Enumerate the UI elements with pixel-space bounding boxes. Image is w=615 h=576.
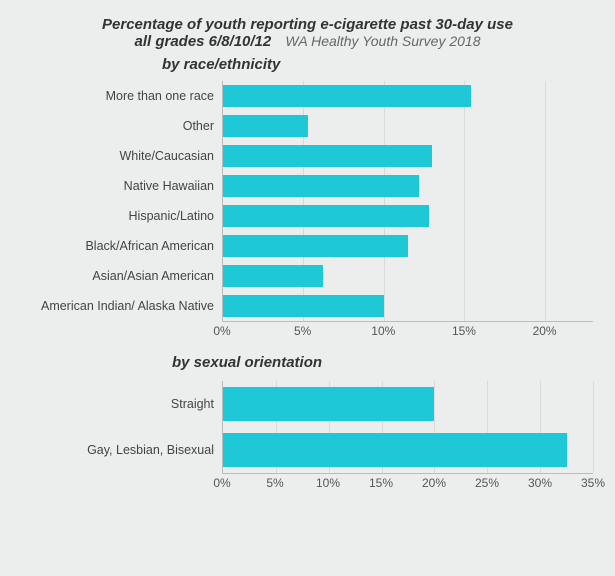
bar — [223, 175, 419, 197]
page: Percentage of youth reporting e-cigarett… — [0, 0, 615, 502]
bar-slot — [223, 261, 593, 291]
x-tick-label: 20% — [533, 324, 557, 338]
bar-slot — [223, 81, 593, 111]
category-label: Straight — [22, 381, 222, 427]
x-tick-label: 15% — [369, 476, 393, 490]
chart2-xticks: 0%5%10%15%20%25%30%35% — [222, 474, 593, 492]
chart2-plot: 0%5%10%15%20%25%30%35% — [222, 381, 593, 492]
chart1-plot: 0%5%10%15%20% — [222, 81, 593, 340]
chart2-bars — [223, 381, 593, 473]
gridline — [593, 381, 594, 473]
x-tick-label: 15% — [452, 324, 476, 338]
chart1-body: More than one raceOtherWhite/CaucasianNa… — [22, 81, 593, 340]
bar — [223, 205, 429, 227]
bar-slot — [223, 111, 593, 141]
category-label: More than one race — [22, 81, 222, 111]
bar-slot — [223, 381, 593, 427]
x-tick-label: 30% — [528, 476, 552, 490]
x-tick-label: 0% — [213, 476, 230, 490]
bar — [223, 295, 384, 317]
bar — [223, 145, 432, 167]
category-label: Other — [22, 111, 222, 141]
category-label: Gay, Lesbian, Bisexual — [22, 427, 222, 473]
x-tick-label: 20% — [422, 476, 446, 490]
chart2-body: StraightGay, Lesbian, Bisexual 0% 5% 10% 15… — [22, 381, 593, 492]
bar-slot — [223, 201, 593, 231]
chart2-title: by sexual orientation — [172, 354, 593, 371]
bar — [223, 85, 471, 107]
chart1-title: by race/ethnicity — [162, 56, 593, 73]
title-subtitle: WA Healthy Youth Survey 2018 — [285, 33, 480, 49]
x-tick-label: 10% — [316, 476, 340, 490]
category-label: American Indian/ Alaska Native — [22, 291, 222, 321]
bar-slot — [223, 171, 593, 201]
title-line2-wrap: all grades 6/8/10/12 WA Healthy Youth Su… — [22, 33, 593, 50]
bar-slot — [223, 231, 593, 261]
chart-sexual-orientation: by sexual orientation StraightGay, Lesbi… — [22, 354, 593, 492]
x-tick-label: 10% — [371, 324, 395, 338]
chart-race-ethnicity: by race/ethnicity More than one raceOthe… — [22, 56, 593, 340]
chart1-xticks: 0%5%10%15%20% — [222, 322, 593, 340]
chart-title-block: Percentage of youth reporting e-cigarett… — [22, 16, 593, 50]
x-tick-label: 35% — [581, 476, 605, 490]
category-label: Asian/Asian American — [22, 261, 222, 291]
category-label: White/Caucasian — [22, 141, 222, 171]
category-label: Native Hawaiian — [22, 171, 222, 201]
x-tick-label: 0% — [213, 324, 230, 338]
bar-slot — [223, 291, 593, 321]
category-label: Hispanic/Latino — [22, 201, 222, 231]
title-line2: all grades 6/8/10/12 — [134, 33, 271, 50]
bar — [223, 115, 308, 137]
x-tick-label: 25% — [475, 476, 499, 490]
chart2-category-labels: StraightGay, Lesbian, Bisexual — [22, 381, 222, 492]
bar-slot — [223, 141, 593, 171]
bar — [223, 433, 567, 467]
bar — [223, 265, 323, 287]
chart1-bars — [223, 81, 593, 321]
bar — [223, 235, 408, 257]
chart2-plot-area — [222, 381, 593, 474]
chart1-plot-area — [222, 81, 593, 322]
x-tick-label: 5% — [294, 324, 311, 338]
category-label: Black/African American — [22, 231, 222, 261]
bar — [223, 387, 434, 421]
title-line1: Percentage of youth reporting e-cigarett… — [22, 16, 593, 33]
bar-slot — [223, 427, 593, 473]
x-tick-label: 5% — [266, 476, 283, 490]
chart1-category-labels: More than one raceOtherWhite/CaucasianNa… — [22, 81, 222, 340]
